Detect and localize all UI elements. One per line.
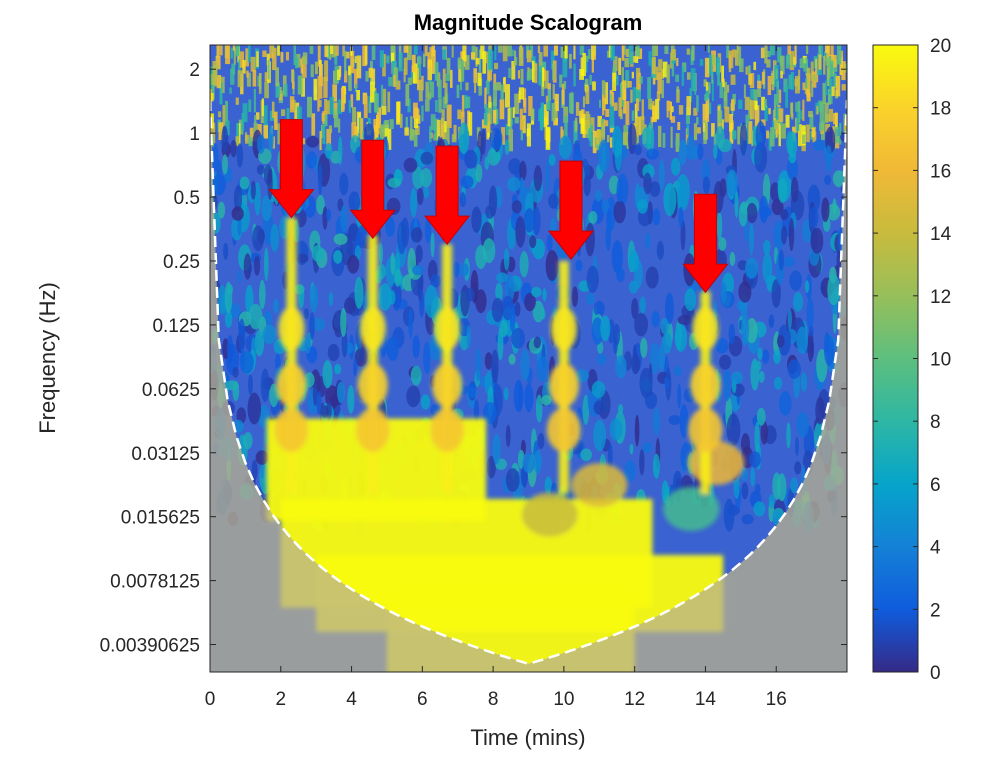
y-tick-label: 0.125 (152, 316, 200, 337)
x-tick-label: 6 (417, 689, 428, 710)
chart-title: Magnitude Scalogram (414, 10, 643, 35)
x-tick-label: 14 (695, 689, 717, 710)
y-tick-label: 0.0625 (142, 380, 200, 401)
red-arrow-3 (424, 145, 471, 245)
x-axis-ticks: 0 2 4 6 8 10 12 14 16 (205, 45, 787, 710)
colorbar-ticks: 0 2 4 6 8 10 12 14 16 18 20 (873, 36, 952, 684)
plot-frame (209, 44, 848, 673)
y-tick-label: 0.015625 (121, 508, 200, 529)
colorbar-tick-label: 4 (930, 538, 941, 559)
red-arrow-1 (268, 119, 315, 219)
x-tick-label: 12 (624, 689, 645, 710)
x-tick-label: 8 (488, 689, 499, 710)
colorbar-tick-label: 10 (930, 350, 951, 371)
colorbar-tick-label: 20 (930, 36, 951, 57)
colorbar-tick-label: 14 (930, 224, 952, 245)
colorbar-tick-label: 0 (930, 663, 941, 684)
red-arrow-4 (547, 160, 594, 260)
y-tick-label: 1 (189, 124, 200, 145)
cone-of-influence-shade (210, 100, 847, 672)
scalogram-texture (210, 45, 847, 535)
y-axis-ticks: 2 1 0.5 0.25 0.125 0.0625 0.03125 0.015625 0.007… (100, 60, 847, 657)
y-tick-label: 0.0078125 (110, 572, 200, 593)
colorbar-tick-label: 18 (930, 99, 951, 120)
x-tick-label: 10 (553, 689, 574, 710)
colorbar-tick-label: 6 (930, 475, 941, 496)
x-tick-label: 16 (766, 689, 787, 710)
annotation-arrows (268, 119, 729, 294)
red-arrow-2 (349, 139, 396, 240)
y-tick-label: 0.03125 (131, 444, 200, 465)
colorbar-tick-label: 8 (930, 412, 941, 433)
x-tick-label: 0 (205, 689, 216, 710)
y-axis-label: Frequency (Hz) (35, 282, 60, 434)
x-tick-label: 2 (275, 689, 286, 710)
colorbar (872, 44, 919, 673)
y-tick-label: 2 (189, 60, 200, 81)
colorbar-tick-label: 12 (930, 287, 951, 308)
y-tick-label: 0.5 (174, 188, 200, 209)
y-tick-label: 0.25 (163, 252, 200, 273)
plot-area (210, 45, 847, 672)
x-tick-label: 4 (346, 689, 357, 710)
red-arrow-5 (682, 193, 729, 294)
colorbar-tick-label: 2 (930, 600, 941, 621)
colorbar-tick-label: 16 (930, 161, 951, 182)
x-axis-label: Time (mins) (470, 725, 585, 750)
y-tick-label: 0.00390625 (100, 636, 200, 657)
